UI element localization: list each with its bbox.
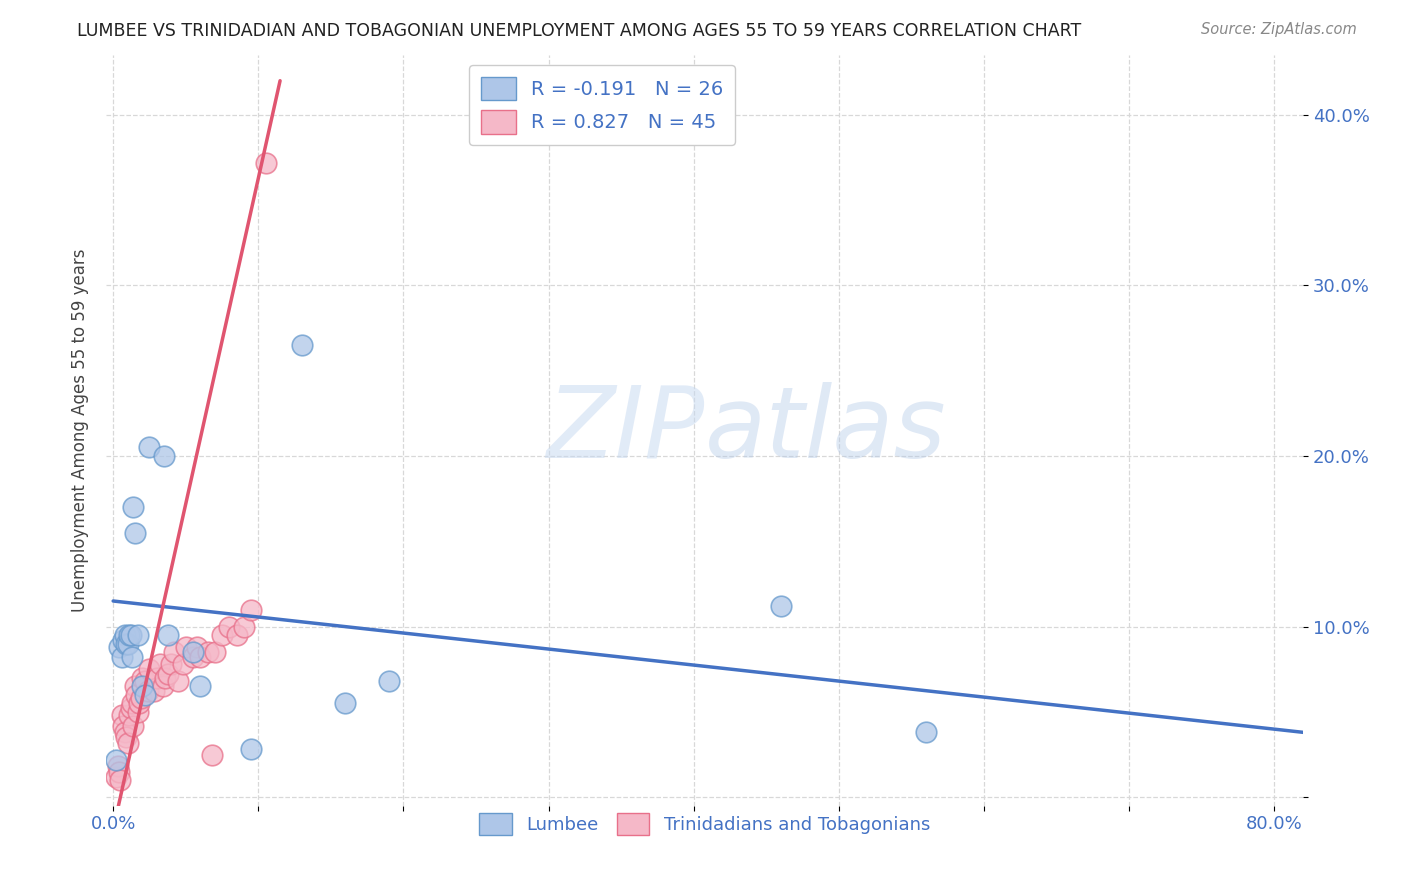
Point [186,640,208,654]
Y-axis label: Unemployment Among Ages 55 to 59 years: Unemployment Among Ages 55 to 59 years [72,249,89,612]
Point [254,155,277,169]
Text: atlas: atlas [704,382,946,479]
Point [378,674,401,689]
Point [232,619,254,633]
Point [153,449,176,463]
Point [167,674,190,689]
Point [117,637,139,651]
Point [136,684,159,698]
Legend: Lumbee, Trinidadians and Tobagonians: Lumbee, Trinidadians and Tobagonians [468,802,941,846]
Point [172,657,194,672]
Text: LUMBEE VS TRINIDADIAN AND TOBAGONIAN UNEMPLOYMENT AMONG AGES 55 TO 59 YEARS CORR: LUMBEE VS TRINIDADIAN AND TOBAGONIAN UNE… [77,22,1081,40]
Point [240,602,263,616]
Point [225,628,247,642]
Point [163,645,186,659]
Point [134,688,156,702]
Point [218,619,240,633]
Point [114,628,136,642]
Point [240,742,263,756]
Point [122,500,145,515]
Point [201,747,224,762]
Point [105,770,128,784]
Point [124,525,146,540]
Point [112,718,135,732]
Point [118,708,141,723]
Point [128,697,150,711]
Point [131,671,153,685]
Point [112,633,135,648]
Point [121,650,143,665]
Point [120,701,142,715]
Point [157,628,180,642]
Point [155,671,177,685]
Point [115,731,138,745]
Point [142,684,165,698]
Point [125,688,148,702]
Point [114,725,136,739]
Point [138,441,160,455]
Point [157,667,180,681]
Text: ZIP: ZIP [547,382,704,479]
Text: Source: ZipAtlas.com: Source: ZipAtlas.com [1201,22,1357,37]
Point [181,650,204,665]
Point [105,753,128,767]
Point [204,645,226,659]
Point [122,718,145,732]
Point [152,679,174,693]
Point [107,759,129,773]
Point [127,705,149,719]
Point [181,645,204,659]
Point [115,637,138,651]
Point [188,679,211,693]
Point [127,628,149,642]
Point [129,691,152,706]
Point [188,650,211,665]
Point [174,640,197,654]
Point [111,708,134,723]
Point [108,640,131,654]
Point [291,338,314,352]
Point [110,773,132,788]
Point [769,599,792,614]
Point [160,657,183,672]
Point [211,628,233,642]
Point [118,628,141,642]
Point [124,679,146,693]
Point [915,725,938,739]
Point [145,671,167,685]
Point [121,697,143,711]
Point [134,674,156,689]
Point [111,650,134,665]
Point [138,662,160,676]
Point [197,645,219,659]
Point [117,735,139,749]
Point [131,679,153,693]
Point [149,657,172,672]
Point [335,697,357,711]
Point [120,628,142,642]
Point [108,764,131,779]
